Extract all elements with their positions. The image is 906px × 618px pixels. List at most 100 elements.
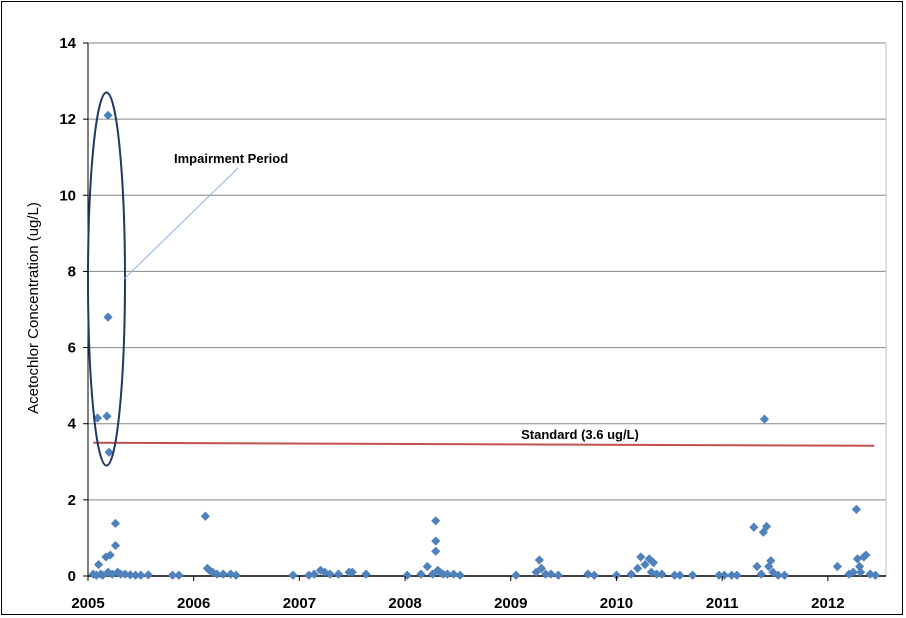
- data-point: [759, 414, 770, 424]
- y-tick-label: 4: [68, 416, 77, 433]
- data-point: [136, 570, 146, 580]
- y-tick-label: 0: [68, 568, 76, 585]
- data-point: [752, 561, 762, 572]
- data-point: [347, 567, 357, 577]
- gridlines: [88, 42, 887, 576]
- data-point: [851, 504, 862, 514]
- y-tick-label: 2: [68, 492, 76, 509]
- data-point: [856, 567, 866, 577]
- data-point: [553, 570, 563, 580]
- data-point: [98, 570, 108, 580]
- x-tick-label: 2009: [494, 595, 527, 612]
- data-point: [431, 516, 441, 526]
- data-point: [325, 569, 335, 579]
- data-point: [361, 569, 371, 579]
- data-point: [583, 569, 593, 579]
- y-tick-label: 10: [59, 187, 76, 204]
- data-point: [541, 569, 551, 579]
- data-point: [125, 570, 135, 580]
- data-point: [422, 561, 432, 572]
- data-point: [449, 569, 459, 579]
- x-tick-label: 2012: [811, 595, 844, 612]
- data-point: [200, 511, 210, 521]
- data-point: [534, 555, 544, 565]
- x-tick-labels: 2005 2006 2007 2008 2009 2010 2011 2012: [71, 576, 845, 612]
- data-point: [626, 569, 636, 579]
- data-point: [633, 563, 643, 573]
- axes: [87, 43, 886, 577]
- data-point: [431, 546, 441, 556]
- data-point: [546, 569, 556, 579]
- data-point: [536, 563, 547, 573]
- data-point: [304, 570, 314, 580]
- data-point: [103, 312, 113, 322]
- data-point: [714, 570, 724, 580]
- x-tick-label: 2006: [177, 595, 210, 612]
- data-point: [431, 536, 441, 546]
- data-point: [218, 569, 228, 579]
- data-point: [416, 569, 426, 579]
- data-point: [652, 569, 662, 579]
- data-point: [455, 570, 465, 580]
- data-point: [103, 110, 113, 120]
- data-point: [107, 569, 117, 579]
- data-point: [670, 570, 680, 580]
- data-point: [773, 570, 783, 580]
- standard-line-label: Standard (3.6 ug/L): [521, 427, 639, 442]
- data-point: [174, 570, 184, 580]
- data-point: [93, 559, 104, 570]
- data-point: [636, 552, 646, 562]
- data-point: [511, 570, 521, 580]
- x-tick-label: 2011: [706, 595, 739, 612]
- data-point: [854, 561, 865, 572]
- data-point: [779, 570, 790, 580]
- data-point: [105, 550, 115, 560]
- data-point: [687, 570, 698, 580]
- data-point: [110, 518, 121, 529]
- data-point: [870, 570, 881, 580]
- data-point: [861, 550, 871, 560]
- data-point: [92, 413, 103, 423]
- x-tick-label: 2007: [283, 595, 316, 612]
- data-point: [589, 570, 599, 580]
- data-point: [657, 569, 667, 579]
- data-point: [91, 570, 102, 580]
- data-point: [761, 521, 772, 532]
- data-point: [646, 567, 656, 577]
- data-point: [768, 567, 778, 577]
- y-tick-labels: 0 2 4 6 8 10 12 14: [59, 35, 88, 585]
- data-point: [648, 558, 659, 568]
- x-tick-label: 2005: [71, 595, 104, 612]
- x-tick-label: 2010: [600, 595, 633, 612]
- data-point: [640, 559, 650, 570]
- reference-line-group: Standard (3.6 ug/L): [93, 427, 875, 447]
- y-axis-label: Acetochlor Concentration (ug/L): [25, 202, 42, 414]
- data-point: [442, 569, 452, 579]
- data-point: [675, 570, 685, 580]
- data-point: [104, 447, 114, 457]
- data-point: [333, 569, 344, 579]
- data-point: [644, 554, 654, 564]
- data-point: [402, 570, 412, 580]
- impairment-ellipse: [87, 91, 126, 467]
- data-point: [102, 411, 112, 421]
- data-point: [130, 570, 141, 580]
- data-point: [732, 570, 742, 580]
- data-point: [756, 569, 766, 579]
- y-tick-label: 6: [68, 340, 76, 357]
- data-point: [611, 570, 622, 580]
- data-point: [727, 570, 737, 580]
- x-tick-label: 2008: [388, 595, 421, 612]
- data-point: [231, 570, 241, 580]
- data-point: [212, 569, 222, 579]
- data-point: [101, 552, 111, 562]
- data-point: [427, 569, 438, 579]
- data-point: [143, 570, 153, 580]
- impairment-label: Impairment Period: [174, 151, 288, 166]
- y-tick-label: 14: [59, 35, 76, 52]
- data-point: [848, 567, 858, 577]
- annotation-leader-line: [123, 167, 239, 280]
- y-tick-label: 8: [68, 263, 76, 280]
